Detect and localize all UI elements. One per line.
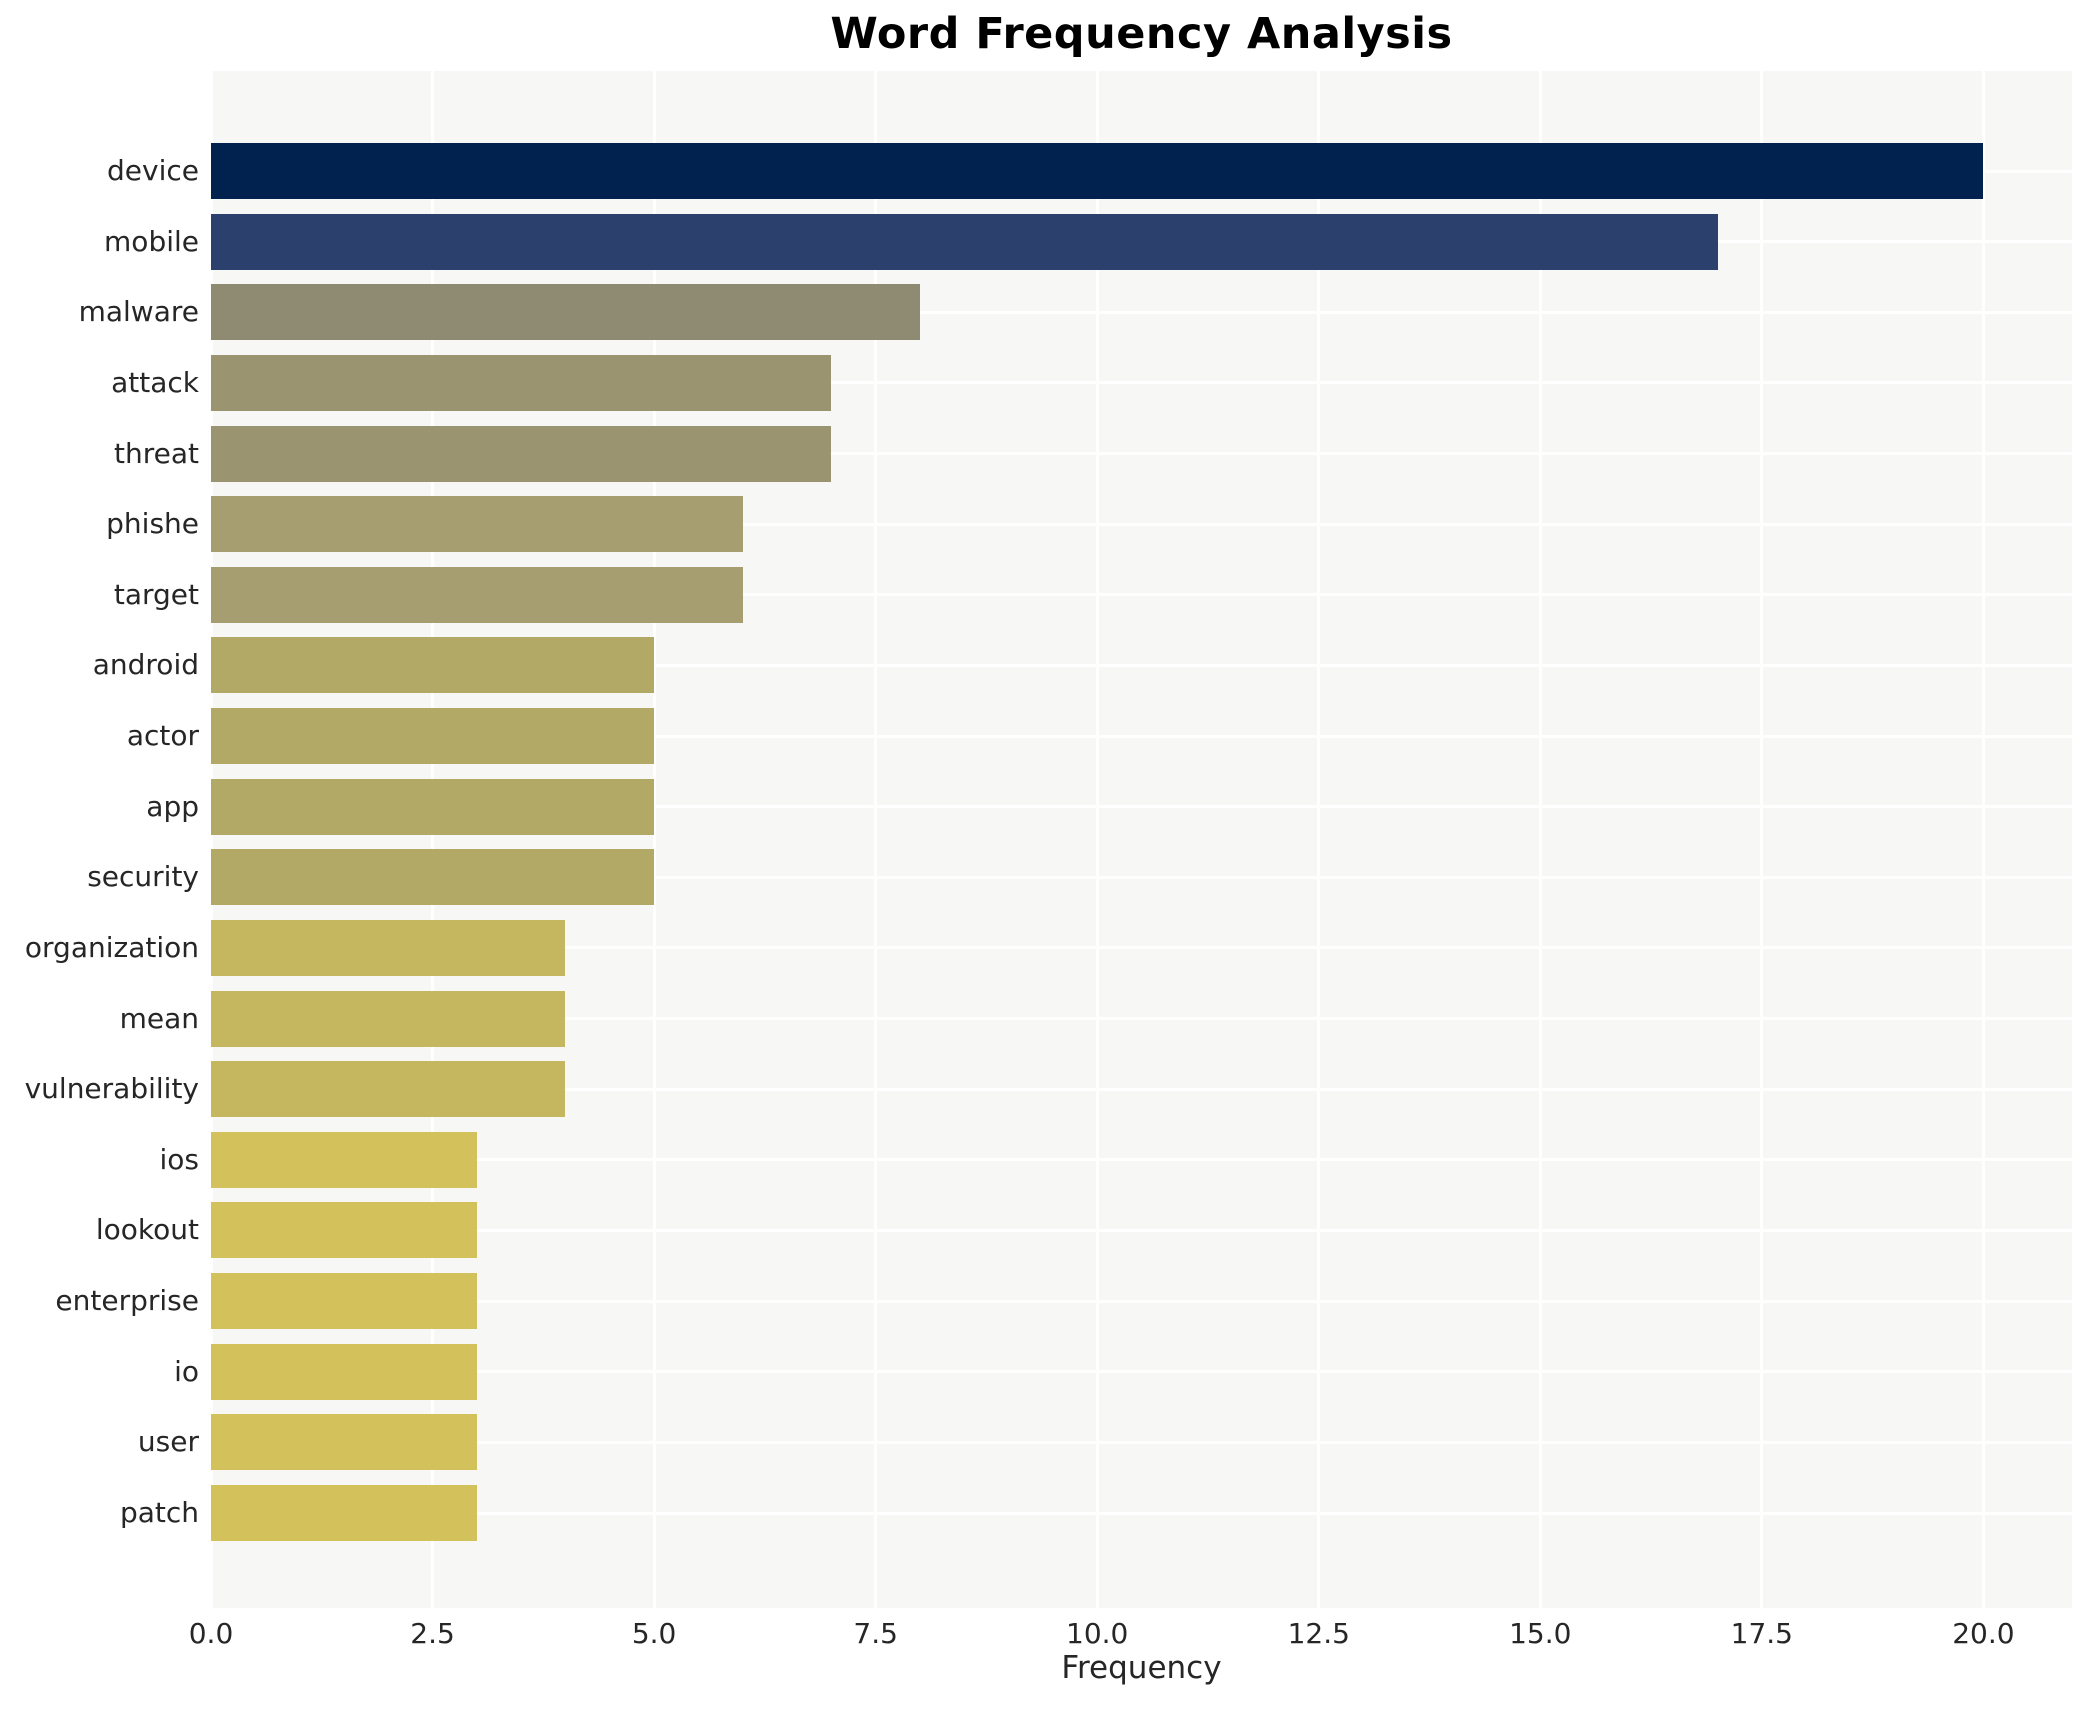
y-tick-label-mean: mean <box>119 1001 199 1035</box>
y-tick-label-app: app <box>146 789 199 823</box>
bar-mobile <box>211 213 1718 270</box>
gridline-horizontal <box>211 1087 2072 1091</box>
gridline-vertical <box>874 71 878 1608</box>
y-tick-label-threat: threat <box>114 436 199 470</box>
bar-threat <box>211 425 832 482</box>
x-axis-label: Frequency <box>1061 1650 1222 1686</box>
y-tick-label-vulnerability: vulnerability <box>24 1072 199 1106</box>
y-tick-label-actor: actor <box>126 719 199 753</box>
gridline-vertical <box>1760 71 1764 1608</box>
gridline-horizontal <box>211 310 2072 314</box>
bar-security <box>211 849 655 906</box>
bar-attack <box>211 354 832 411</box>
gridline-horizontal <box>211 1017 2072 1021</box>
gridline-horizontal <box>211 663 2072 667</box>
y-tick-label-phishe: phishe <box>106 507 199 541</box>
gridline-horizontal <box>211 875 2072 879</box>
x-tick-label-5.0: 5.0 <box>631 1617 677 1650</box>
y-tick-label-patch: patch <box>119 1496 199 1529</box>
x-tick-label-7.5: 7.5 <box>853 1617 898 1650</box>
y-tick-label-target: target <box>113 577 199 611</box>
bar-phishe <box>211 496 743 553</box>
y-tick-label-user: user <box>137 1425 199 1459</box>
gridline-vertical <box>1981 71 1985 1608</box>
y-tick-label-ios: ios <box>159 1142 200 1176</box>
gridline-vertical <box>1538 71 1542 1608</box>
bar-enterprise <box>211 1273 477 1330</box>
y-tick-label-io: io <box>174 1354 199 1388</box>
gridline-horizontal <box>211 805 2072 809</box>
bar-malware <box>211 284 920 341</box>
x-tick-label-2.5: 2.5 <box>410 1617 455 1650</box>
bar-android <box>211 637 655 694</box>
plot-area <box>211 71 2072 1608</box>
x-tick-label-10.0: 10.0 <box>1066 1617 1129 1650</box>
bar-device <box>211 143 1984 199</box>
gridline-vertical <box>1095 71 1099 1608</box>
x-tick-label-0.0: 0.0 <box>188 1617 234 1650</box>
gridline-horizontal <box>211 1370 2072 1374</box>
bar-organization <box>211 919 566 976</box>
chart-title: Word Frequency Analysis <box>830 9 1453 59</box>
bar-ios <box>211 1131 477 1188</box>
bar-patch <box>211 1485 477 1541</box>
bar-vulnerability <box>211 1061 566 1118</box>
y-tick-label-android: android <box>92 648 199 682</box>
bar-io <box>211 1343 477 1400</box>
gridline-horizontal <box>211 381 2072 385</box>
y-tick-label-lookout: lookout <box>95 1213 199 1247</box>
bar-actor <box>211 708 655 765</box>
gridline-vertical <box>211 71 213 1608</box>
y-tick-label-device: device <box>107 154 199 187</box>
gridline-horizontal <box>211 1440 2072 1444</box>
y-tick-label-malware: malware <box>78 295 199 329</box>
gridline-horizontal <box>211 1511 2072 1515</box>
gridline-horizontal <box>211 593 2072 597</box>
bar-target <box>211 566 743 623</box>
y-tick-label-organization: organization <box>24 930 199 964</box>
gridline-horizontal <box>211 946 2072 950</box>
x-tick-label-17.5: 17.5 <box>1730 1617 1793 1650</box>
bar-app <box>211 778 655 835</box>
x-tick-label-15.0: 15.0 <box>1509 1617 1572 1650</box>
bar-user <box>211 1414 477 1471</box>
x-tick-label-20.0: 20.0 <box>1952 1617 2015 1650</box>
gridline-horizontal <box>211 522 2072 526</box>
y-tick-label-security: security <box>87 860 199 894</box>
gridline-horizontal <box>211 1228 2072 1232</box>
gridline-horizontal <box>211 734 2072 738</box>
gridline-vertical <box>431 71 435 1608</box>
y-tick-label-enterprise: enterprise <box>55 1284 199 1318</box>
y-tick-label-mobile: mobile <box>104 224 199 258</box>
gridline-horizontal <box>211 452 2072 456</box>
x-tick-label-12.5: 12.5 <box>1287 1617 1350 1650</box>
y-tick-label-attack: attack <box>111 365 199 399</box>
gridline-horizontal <box>211 1299 2072 1303</box>
bar-mean <box>211 990 566 1047</box>
gridline-vertical <box>1317 71 1321 1608</box>
gridline-vertical <box>652 71 656 1608</box>
gridline-horizontal <box>211 1158 2072 1162</box>
bar-lookout <box>211 1202 477 1259</box>
